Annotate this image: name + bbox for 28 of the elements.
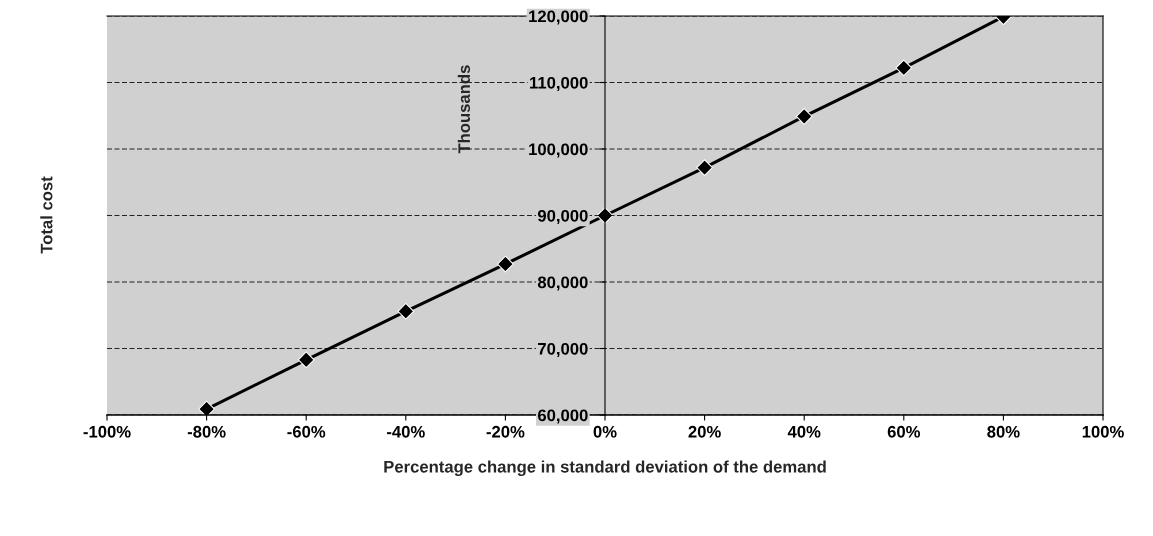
x-tick-label: -100% (83, 425, 131, 438)
y-tick-label: 80,000 (537, 276, 588, 291)
x-tick-label: 40% (787, 425, 821, 438)
x-tick-label: -40% (387, 425, 425, 438)
y-tick-label: 70,000 (538, 342, 588, 358)
y-axis-title: Total cost (40, 176, 53, 254)
point (696, 159, 713, 176)
point (795, 108, 813, 125)
annotation: Thousands (457, 65, 471, 154)
x-tick-label: -80% (187, 425, 226, 438)
point (397, 302, 415, 320)
x-tick-label: 20% (688, 425, 721, 438)
point (297, 351, 315, 369)
x-tick-label: -20% (486, 425, 525, 438)
x-tick-label: -60% (287, 425, 326, 438)
x-tick-label: 80% (987, 425, 1020, 438)
y-tick-label: 110,000 (530, 76, 588, 92)
x-tick-label: 0% (593, 425, 617, 438)
point (895, 59, 913, 77)
y-tick-label: 60,000 (537, 409, 588, 424)
x-tick-label: 60% (887, 425, 921, 438)
x-tick-label: 100% (1082, 425, 1124, 438)
y-tick-label: 120,000 (529, 10, 588, 25)
point (198, 400, 215, 415)
y-tick-label: 100,000 (529, 143, 588, 158)
y-tick-label: 90,000 (537, 209, 588, 225)
point (497, 255, 514, 273)
x-axis-title: Percentage change in standard deviation of the demand (384, 460, 826, 477)
